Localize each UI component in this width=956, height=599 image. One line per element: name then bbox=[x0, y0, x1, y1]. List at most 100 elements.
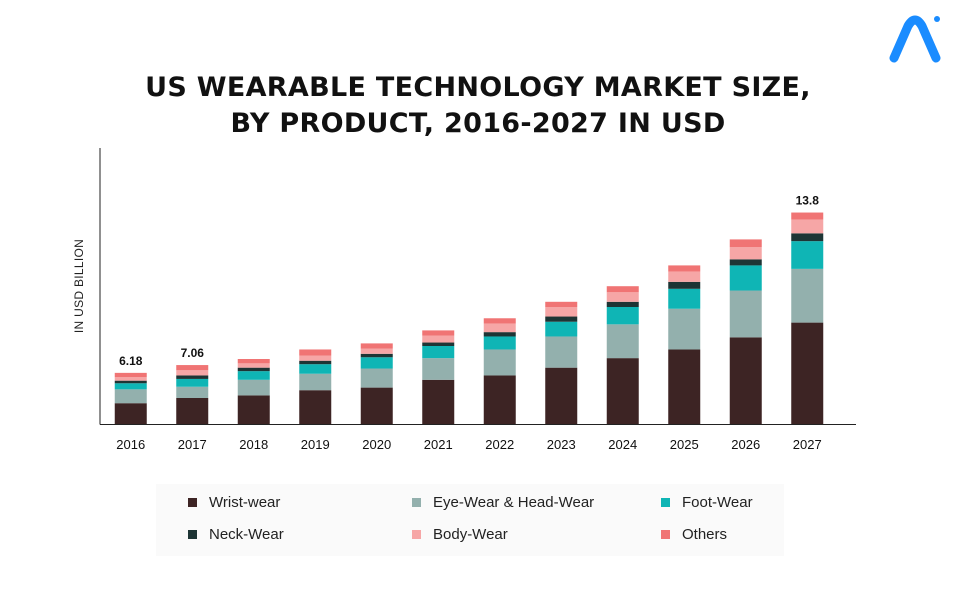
bar-segment-2026-foot-wear bbox=[729, 265, 762, 291]
bar-segment-2016-body-wear bbox=[114, 377, 147, 381]
bar-segment-2027-wrist-wear bbox=[791, 322, 824, 424]
bar-segment-2021-eye-wear-head-wear bbox=[422, 358, 455, 380]
bar-segment-2026-wrist-wear bbox=[729, 337, 762, 424]
bar-segment-2025-foot-wear bbox=[668, 288, 701, 309]
x-tick-label-2024: 2024 bbox=[608, 437, 637, 452]
legend-item-others: Others bbox=[661, 526, 727, 543]
bar-segment-2019-eye-wear-head-wear bbox=[299, 373, 332, 391]
bar-segment-2020-body-wear bbox=[360, 348, 393, 354]
legend-swatch bbox=[661, 498, 670, 507]
brand-logo-icon bbox=[889, 15, 941, 63]
bar-segment-2022-foot-wear bbox=[483, 336, 516, 350]
legend-item-wrist-wear: Wrist-wear bbox=[188, 494, 280, 511]
bar-segment-2021-neck-wear bbox=[422, 342, 455, 346]
x-tick-label-2023: 2023 bbox=[547, 437, 576, 452]
legend-label: Wrist-wear bbox=[209, 494, 281, 511]
bar-segment-2026-neck-wear bbox=[729, 259, 762, 266]
bar-segment-2025-wrist-wear bbox=[668, 349, 701, 424]
bar-segment-2016-foot-wear bbox=[114, 383, 147, 390]
bar-segment-2020-others bbox=[360, 343, 393, 349]
bar-segment-2018-body-wear bbox=[237, 363, 270, 368]
bar-segment-2017-wrist-wear bbox=[176, 398, 209, 424]
bar-segment-2024-others bbox=[606, 286, 639, 293]
bar-segment-2026-eye-wear-head-wear bbox=[729, 290, 762, 338]
bar-segment-2021-wrist-wear bbox=[422, 379, 455, 424]
bar-segment-2017-foot-wear bbox=[176, 378, 209, 387]
legend-label: Neck-Wear bbox=[209, 526, 284, 543]
bar-segment-2023-wrist-wear bbox=[545, 367, 578, 424]
bar-segment-2027-body-wear bbox=[791, 219, 824, 234]
bar-segment-2017-body-wear bbox=[176, 370, 209, 376]
x-tick-label-2018: 2018 bbox=[239, 437, 268, 452]
bar-segment-2016-eye-wear-head-wear bbox=[114, 389, 147, 404]
x-tick-label-2020: 2020 bbox=[362, 437, 391, 452]
bar-segment-2020-foot-wear bbox=[360, 357, 393, 369]
data-label-2016: 6.18 bbox=[119, 354, 143, 368]
legend-swatch bbox=[412, 530, 421, 539]
chart-title-line-1: US WEARABLE TECHNOLOGY MARKET SIZE, bbox=[145, 72, 811, 103]
bar-segment-2023-eye-wear-head-wear bbox=[545, 336, 578, 368]
bar-segment-2018-others bbox=[237, 359, 270, 364]
bar-segment-2023-body-wear bbox=[545, 307, 578, 317]
bar-segment-2017-neck-wear bbox=[176, 375, 209, 379]
x-tick-label-2025: 2025 bbox=[670, 437, 699, 452]
legend-item-body-wear: Body-Wear bbox=[412, 526, 508, 543]
bar-segment-2025-body-wear bbox=[668, 271, 701, 282]
bar-segment-2021-foot-wear bbox=[422, 346, 455, 359]
bar-segment-2016-neck-wear bbox=[114, 380, 147, 384]
chart-title: US WEARABLE TECHNOLOGY MARKET SIZE, BY P… bbox=[0, 70, 956, 142]
legend-swatch bbox=[188, 498, 197, 507]
bar-segment-2017-eye-wear-head-wear bbox=[176, 386, 209, 398]
bar-segment-2023-foot-wear bbox=[545, 321, 578, 337]
bar-segment-2016-wrist-wear bbox=[114, 403, 147, 424]
bar-segment-2024-eye-wear-head-wear bbox=[606, 324, 639, 359]
bar-segment-2018-neck-wear bbox=[237, 367, 270, 372]
bar-segment-2020-eye-wear-head-wear bbox=[360, 368, 393, 388]
legend-item-foot-wear: Foot-Wear bbox=[661, 494, 753, 511]
legend-swatch bbox=[661, 530, 670, 539]
bar-segment-2027-foot-wear bbox=[791, 241, 824, 269]
legend-swatch bbox=[412, 498, 421, 507]
bar-segment-2025-eye-wear-head-wear bbox=[668, 308, 701, 350]
bar-segment-2019-others bbox=[299, 349, 332, 356]
legend-label: Foot-Wear bbox=[682, 494, 753, 511]
bar-segment-2020-neck-wear bbox=[360, 353, 393, 358]
bar-segment-2022-body-wear bbox=[483, 323, 516, 333]
x-tick-label-2016: 2016 bbox=[116, 437, 145, 452]
bar-segment-2022-eye-wear-head-wear bbox=[483, 349, 516, 376]
bar-segment-2025-others bbox=[668, 265, 701, 272]
chart-legend: Wrist-wear Eye-Wear & Head-Wear Foot-Wear N… bbox=[156, 484, 784, 556]
legend-item-eye-wear-head-wear: Eye-Wear & Head-Wear bbox=[412, 494, 594, 511]
legend-item-neck-wear: Neck-Wear bbox=[188, 526, 284, 543]
bar-segment-2019-foot-wear bbox=[299, 364, 332, 374]
bar-segment-2024-foot-wear bbox=[606, 307, 639, 325]
bar-segment-2023-neck-wear bbox=[545, 316, 578, 322]
bar-segment-2019-wrist-wear bbox=[299, 390, 332, 424]
legend-label: Others bbox=[682, 526, 728, 543]
bar-segment-2021-body-wear bbox=[422, 335, 455, 343]
bar-segment-2017-others bbox=[176, 365, 209, 371]
bar-segment-2026-body-wear bbox=[729, 247, 762, 260]
bar-segment-2018-eye-wear-head-wear bbox=[237, 379, 270, 396]
data-label-2017: 7.06 bbox=[181, 346, 205, 360]
bar-segment-2024-wrist-wear bbox=[606, 358, 639, 424]
bar-segment-2023-others bbox=[545, 301, 578, 307]
bar-segment-2027-others bbox=[791, 212, 824, 220]
bar-segment-2022-others bbox=[483, 318, 516, 324]
bar-segment-2018-foot-wear bbox=[237, 371, 270, 380]
bar-segment-2020-wrist-wear bbox=[360, 387, 393, 424]
bar-segment-2025-neck-wear bbox=[668, 281, 701, 289]
bar-segment-2024-body-wear bbox=[606, 292, 639, 302]
x-tick-label-2022: 2022 bbox=[485, 437, 514, 452]
bar-segment-2019-neck-wear bbox=[299, 360, 332, 365]
x-tick-label-2019: 2019 bbox=[301, 437, 330, 452]
x-tick-label-2026: 2026 bbox=[731, 437, 760, 452]
bar-segment-2018-wrist-wear bbox=[237, 395, 270, 424]
x-tick-label-2021: 2021 bbox=[424, 437, 453, 452]
chart-title-line-2: BY PRODUCT, 2016-2027 IN USD bbox=[230, 108, 726, 139]
bar-segment-2019-body-wear bbox=[299, 355, 332, 361]
bar-segment-2016-others bbox=[114, 372, 147, 378]
bar-segment-2022-neck-wear bbox=[483, 332, 516, 337]
stacked-bar-chart: 2016 2017 2018 2019 2020 2021 2022 2023 2024 2025… bbox=[99, 148, 856, 452]
legend-swatch bbox=[188, 530, 197, 539]
